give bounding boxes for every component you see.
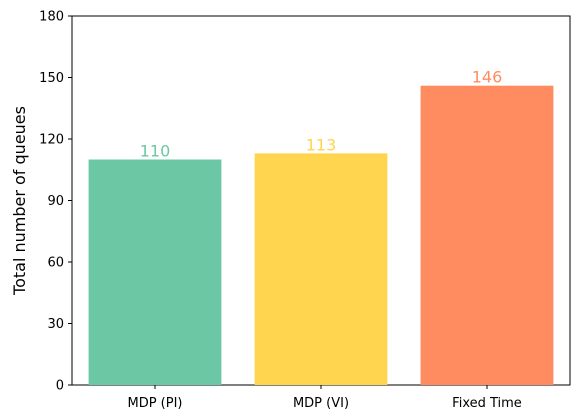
y-axis: 0 30 60 90 120 150 180 [39, 10, 72, 394]
y-tick-label-3: 90 [47, 194, 64, 209]
data-label-2: 146 [472, 68, 503, 87]
y-tick-label-5: 150 [39, 71, 64, 86]
data-labels: 110 113 146 [140, 68, 503, 161]
x-axis: MDP (PI) MDP (VI) Fixed Time [127, 385, 522, 411]
y-tick-label-1: 30 [47, 317, 64, 332]
data-label-1: 113 [306, 135, 337, 154]
y-axis-title: Total number of queues [10, 106, 29, 296]
y-tick-label-0: 0 [56, 379, 64, 394]
x-tick-label-0: MDP (PI) [127, 396, 182, 411]
y-tick-label-4: 120 [39, 133, 64, 148]
x-tick-label-2: Fixed Time [452, 396, 522, 411]
data-label-0: 110 [140, 142, 171, 161]
y-tick-label-6: 180 [39, 10, 64, 25]
bar-0 [88, 159, 222, 385]
bar-2 [420, 85, 554, 385]
bar-1 [254, 153, 388, 385]
x-tick-label-1: MDP (VI) [293, 396, 349, 411]
bars [88, 85, 554, 385]
y-tick-label-2: 60 [47, 256, 64, 271]
